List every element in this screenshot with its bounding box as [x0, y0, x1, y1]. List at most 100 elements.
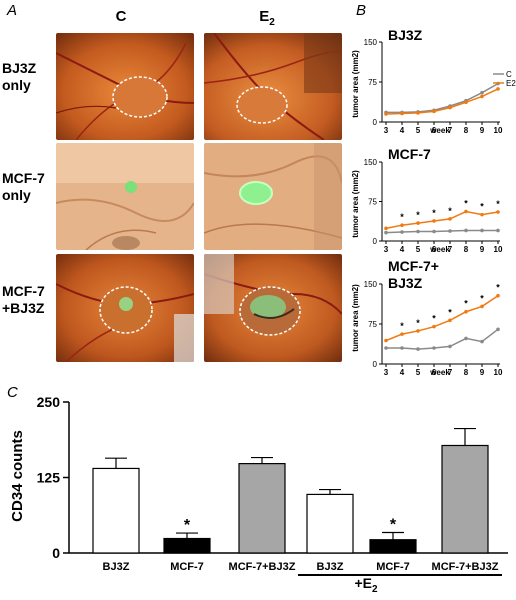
photo-mcf7-bj3z-e2 — [204, 254, 342, 362]
x-tick-label: BJ3Z — [103, 561, 130, 573]
data-point — [464, 309, 468, 314]
x-tick-label: 9 — [480, 245, 485, 254]
significance-star: * — [400, 321, 404, 331]
significance-star: * — [448, 206, 452, 216]
data-point — [400, 230, 404, 234]
y-tick-label: 250 — [37, 394, 61, 410]
series-line-control — [386, 328, 499, 350]
row-label-bj3z: BJ3Z only — [2, 60, 37, 93]
x-tick-label: 6 — [432, 126, 437, 135]
data-point — [384, 346, 388, 350]
data-point — [448, 105, 452, 110]
data-point — [448, 217, 452, 221]
data-point — [480, 339, 484, 344]
group-label-e2: +E2 — [354, 575, 378, 595]
data-point — [416, 221, 420, 225]
data-point — [480, 94, 484, 99]
significance-star: * — [432, 208, 436, 218]
x-tick-label: 10 — [494, 368, 503, 377]
y-tick-label: 75 — [368, 320, 377, 329]
y-tick-label: 150 — [364, 38, 378, 47]
x-tick-label: 3 — [384, 245, 389, 254]
chart-title: BJ3Z — [388, 27, 423, 43]
y-tick-label: 125 — [37, 470, 61, 486]
x-tick-label: 6 — [432, 368, 437, 377]
data-point — [480, 228, 484, 233]
line-chart-mcf7-bj3z: MCF-7+ BJ3Z tumor area (mm2) week 075150… — [351, 258, 503, 377]
significance-star: * — [416, 318, 420, 328]
data-point — [416, 347, 420, 351]
column-header-e2: E2 — [259, 8, 275, 28]
series-line-e2 — [385, 210, 499, 230]
photo-bj3z-control — [56, 33, 194, 140]
significance-star: * — [464, 199, 468, 209]
data-point — [416, 329, 420, 333]
data-point — [416, 229, 420, 234]
series-line-control — [385, 229, 498, 234]
data-point — [464, 336, 468, 341]
bar — [306, 493, 354, 554]
data-point — [464, 100, 468, 105]
significance-star: * — [448, 307, 452, 317]
y-axis-label: tumor area (mm2) — [351, 284, 360, 352]
cd34-bar-chart: CD34 counts +E2 0 125 250 BJ3Z * MCF-7 MCF-7+B… — [9, 394, 508, 595]
data-point — [384, 338, 388, 343]
y-axis-label: tumor area (mm2) — [351, 170, 360, 238]
y-tick-label: 0 — [373, 237, 378, 246]
data-point — [480, 212, 484, 217]
series-line-e2 — [385, 88, 499, 115]
significance-star: * — [480, 202, 484, 212]
data-point — [464, 209, 468, 214]
x-tick-label: 5 — [416, 126, 421, 135]
data-point — [464, 228, 468, 233]
y-tick-label: 150 — [364, 280, 378, 289]
x-tick-label: MCF-7 — [376, 561, 410, 573]
y-axis-label: CD34 counts — [9, 430, 26, 522]
significance-star: * — [390, 516, 397, 533]
y-tick-label: 75 — [368, 198, 377, 207]
data-point — [448, 229, 452, 233]
x-tick-label: 5 — [416, 245, 421, 254]
photo-mcf7-control — [56, 143, 194, 250]
x-tick-label: MCF-7+BJ3Z — [229, 561, 296, 573]
data-point — [400, 332, 404, 336]
x-tick-label: 8 — [464, 126, 469, 135]
data-point — [496, 327, 500, 332]
chart-title: MCF-7 — [388, 146, 431, 162]
bar — [238, 463, 286, 554]
x-tick-label: MCF-7 — [170, 561, 204, 573]
row-label-mcf7: MCF-7 only — [2, 170, 45, 203]
data-point — [432, 109, 436, 114]
x-tick-label: MCF-7+BJ3Z — [432, 561, 499, 573]
y-tick-label: 0 — [52, 545, 60, 561]
x-tick-label: 7 — [448, 368, 453, 377]
significance-star: * — [416, 210, 420, 220]
data-point — [400, 111, 404, 116]
y-tick-label: 75 — [368, 78, 377, 87]
chart-title-line2: BJ3Z — [388, 275, 423, 291]
data-point — [400, 346, 404, 350]
data-point — [496, 210, 500, 214]
bar — [369, 539, 417, 554]
legend-label-e2: E2 — [506, 79, 516, 88]
x-tick-label: 7 — [448, 126, 453, 135]
x-axis-label: week — [429, 245, 450, 254]
data-point — [496, 228, 500, 233]
x-axis-label: week — [429, 368, 450, 377]
x-axis-label: week — [429, 126, 450, 135]
x-tick-label: 5 — [416, 368, 421, 377]
x-tick-label: 10 — [494, 126, 503, 135]
legend-label-control: C — [506, 70, 512, 79]
y-tick-label: 0 — [373, 360, 378, 369]
x-tick-label: 9 — [480, 126, 485, 135]
x-tick-label: 4 — [400, 368, 405, 377]
x-tick-label: 10 — [494, 245, 503, 254]
data-point — [384, 226, 388, 231]
significance-star: * — [496, 283, 500, 293]
panel-letter-c: C — [7, 384, 18, 401]
column-header-control: C — [115, 8, 127, 25]
x-tick-label: 8 — [464, 368, 469, 377]
photo-mcf7-bj3z-control — [56, 254, 194, 362]
data-point — [432, 229, 436, 234]
